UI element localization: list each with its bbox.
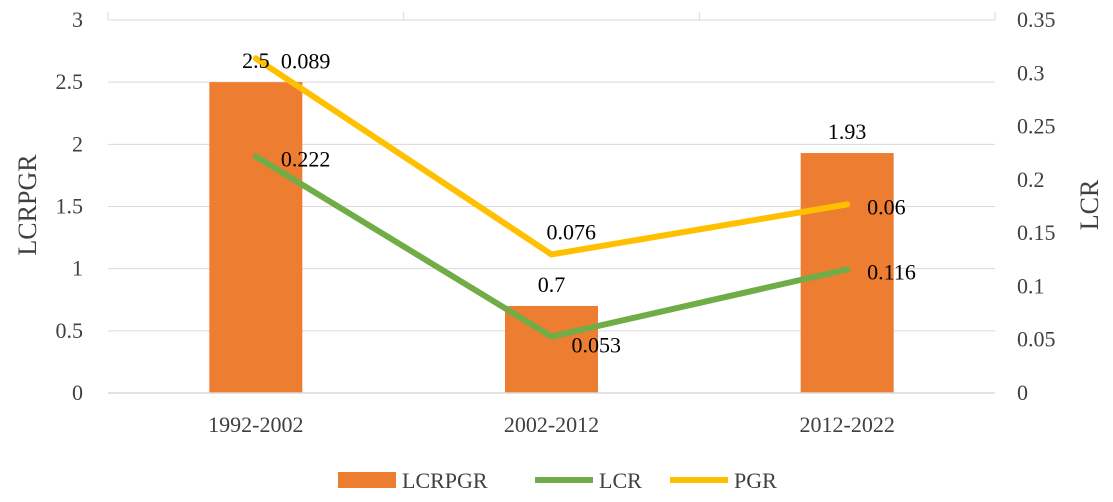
y-right-axis-title: LCR	[1075, 179, 1104, 230]
bar-data-label: 1.93	[828, 119, 867, 144]
legend-label: LCR	[599, 468, 642, 493]
x-tick-label: 2012-2022	[800, 412, 895, 437]
y-left-tick-label: 2	[72, 131, 83, 156]
pgr-data-label: 0.076	[547, 219, 597, 244]
line-series	[252, 55, 851, 340]
series-point-lcr	[844, 266, 851, 273]
series-point-lcr	[548, 333, 555, 340]
legend: LCRPGR LCR PGR	[338, 468, 777, 493]
y-left-tick-label: 0	[72, 380, 83, 405]
y-right-tick-label: 0.35	[1017, 7, 1056, 32]
bar-data-label: 2.5	[242, 48, 270, 73]
x-tick-label: 2002-2012	[504, 412, 599, 437]
data-labels: 2.5 0.7 1.93 0.222 0.053 0.116 0.089 0.076 0.06	[242, 48, 916, 357]
legend-label: PGR	[734, 468, 777, 493]
bar-series	[209, 82, 894, 394]
lcr-data-label: 0.222	[281, 146, 331, 171]
y-right-tick-label: 0	[1017, 380, 1028, 405]
y-right-tick-label: 0.1	[1017, 273, 1045, 298]
lcr-data-label: 0.053	[572, 333, 622, 358]
series-point-pgr	[844, 201, 851, 208]
y-right-tick-label: 0.2	[1017, 167, 1045, 192]
y-left-axis-title: LCRPGR	[13, 154, 42, 256]
bar-data-label: 0.7	[538, 272, 566, 297]
y-left-tick-label: 2.5	[56, 69, 84, 94]
bar	[209, 82, 303, 394]
series-point-pgr	[252, 55, 259, 62]
y-right-tick-label: 0.3	[1017, 60, 1045, 85]
legend-label: LCRPGR	[402, 468, 488, 493]
axes: 0 0.5 1 1.5 2 2.5 3 0 0.05 0.1 0.15 0.2 0.25 0.3 0.35 1…	[56, 7, 1056, 437]
lcr-data-label: 0.116	[867, 259, 916, 284]
series-point-pgr	[548, 251, 555, 258]
y-right-tick-label: 0.25	[1017, 114, 1056, 139]
y-right-tick-label: 0.15	[1017, 220, 1056, 245]
y-left-tick-label: 3	[72, 7, 83, 32]
y-left-tick-label: 1	[72, 256, 83, 281]
x-tick-label: 1992-2002	[208, 412, 303, 437]
y-right-tick-label: 0.05	[1017, 327, 1056, 352]
series-point-lcr	[252, 153, 259, 160]
bar	[800, 153, 894, 393]
pgr-data-label: 0.06	[867, 194, 906, 219]
pgr-data-label: 0.089	[281, 48, 331, 73]
y-left-tick-label: 0.5	[56, 318, 84, 343]
legend-swatch-bar	[338, 472, 396, 488]
y-left-tick-label: 1.5	[56, 194, 84, 219]
